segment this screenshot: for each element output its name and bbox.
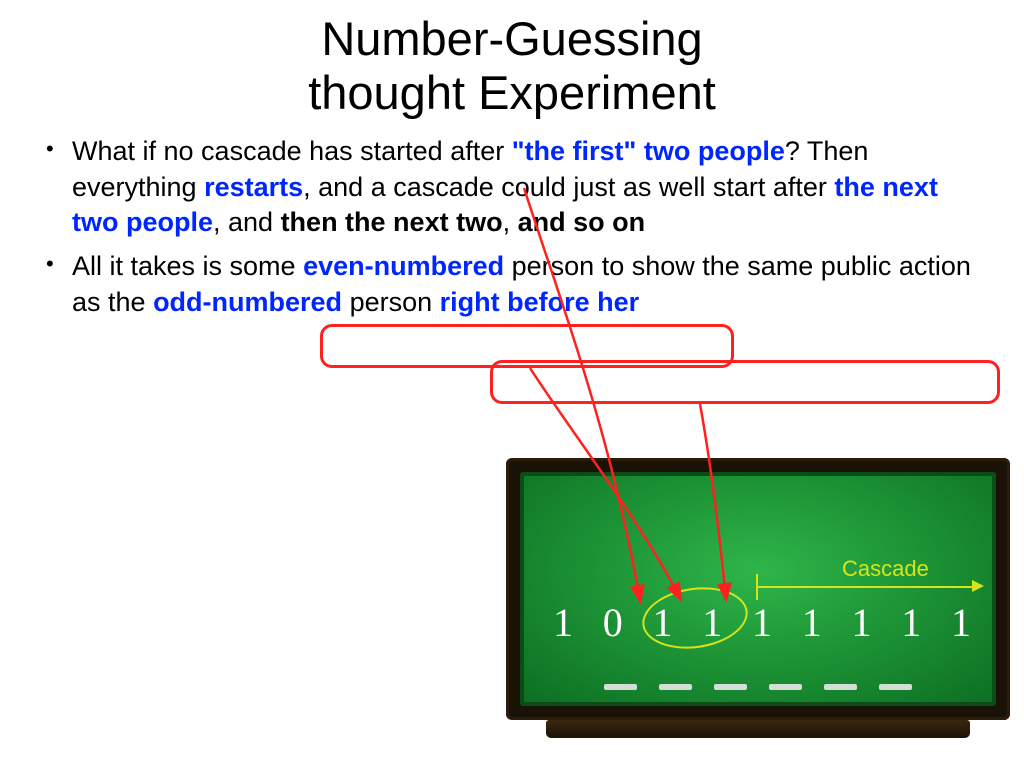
red-box-odd bbox=[490, 360, 1000, 404]
highlight-first-two: "the first" two people bbox=[512, 136, 785, 166]
slide-title: Number-Guessing thought Experiment bbox=[0, 0, 1024, 120]
highlight-even-numbered: even-numbered bbox=[303, 251, 504, 281]
digit-sequence: 101111111 bbox=[542, 599, 982, 646]
chalkboard-frame: 101111111 Cascade bbox=[506, 458, 1010, 720]
bullet-2: All it takes is some even-numbered perso… bbox=[40, 249, 976, 320]
digit: 1 bbox=[890, 599, 932, 646]
highlight-right-before: right before her bbox=[440, 287, 640, 317]
digit: 1 bbox=[940, 599, 982, 646]
text-run: What if no cascade has started after bbox=[72, 136, 512, 166]
cascade-label: Cascade bbox=[842, 556, 929, 582]
text-run: All it takes is some bbox=[72, 251, 303, 281]
chalk-dashes bbox=[604, 684, 912, 692]
highlight-odd-numbered: odd-numbered bbox=[153, 287, 342, 317]
bullet-list: What if no cascade has started after "th… bbox=[0, 120, 1024, 320]
digit: 0 bbox=[592, 599, 634, 646]
cascade-arrow-line bbox=[756, 586, 974, 588]
cascade-arrowhead-icon bbox=[972, 580, 984, 592]
bullet-1: What if no cascade has started after "th… bbox=[40, 134, 976, 241]
digit: 1 bbox=[841, 599, 883, 646]
digit: 1 bbox=[741, 599, 783, 646]
bold-and-so-on: and so on bbox=[518, 207, 646, 237]
title-line-2: thought Experiment bbox=[308, 66, 716, 119]
title-line-1: Number-Guessing bbox=[321, 12, 702, 65]
chalk-tray bbox=[546, 720, 970, 738]
chalkboard-surface: 101111111 Cascade bbox=[520, 472, 996, 706]
text-run: person bbox=[342, 287, 440, 317]
text-run: , and bbox=[213, 207, 281, 237]
highlight-restarts: restarts bbox=[204, 172, 303, 202]
text-run: , and a cascade could just as well start… bbox=[303, 172, 834, 202]
bold-then-next-two: then the next two bbox=[281, 207, 503, 237]
chalkboard: 101111111 Cascade bbox=[506, 458, 1010, 736]
text-run: , bbox=[503, 207, 518, 237]
digit: 1 bbox=[542, 599, 584, 646]
digit: 1 bbox=[791, 599, 833, 646]
